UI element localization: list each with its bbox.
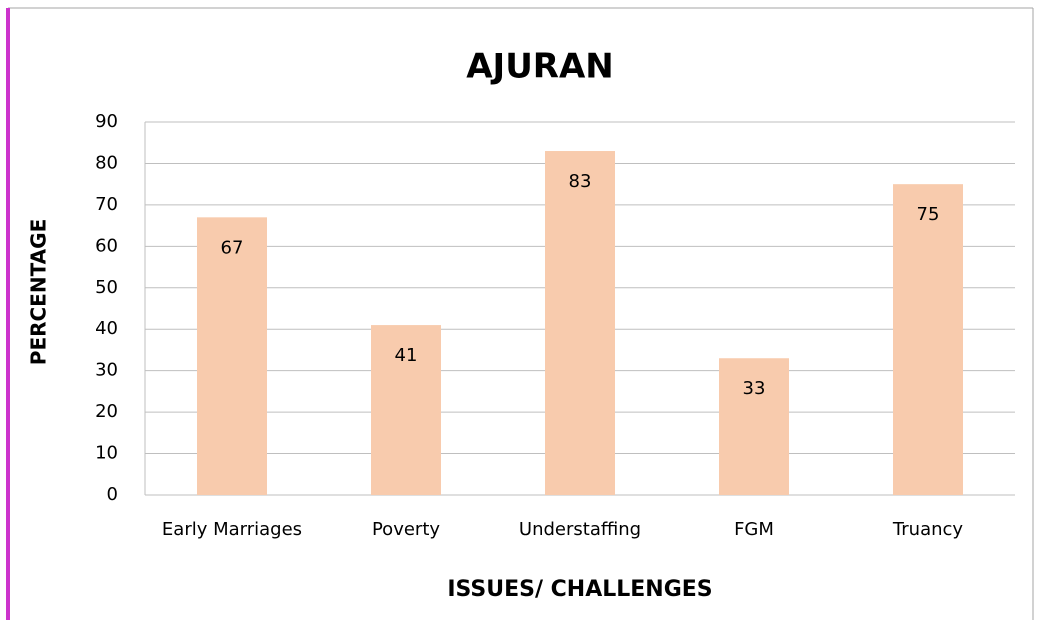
y-tick-label: 80 xyxy=(95,152,118,173)
x-tick-label: Understaffing xyxy=(519,519,641,540)
y-tick-label: 90 xyxy=(95,111,118,132)
y-tick-label: 0 xyxy=(107,484,118,505)
x-tick-label: Truancy xyxy=(892,519,963,540)
y-tick-label: 30 xyxy=(95,360,118,381)
y-tick-label: 50 xyxy=(95,277,118,298)
x-tick-label: Early Marriages xyxy=(162,519,302,540)
bar xyxy=(197,217,267,496)
data-label: 33 xyxy=(743,378,766,399)
y-tick-label: 20 xyxy=(95,401,118,422)
x-tick-label: FGM xyxy=(734,519,774,540)
bar xyxy=(893,184,963,495)
bar xyxy=(719,358,789,495)
bar xyxy=(371,325,441,495)
bar xyxy=(545,151,615,495)
data-label: 67 xyxy=(221,237,244,258)
y-tick-label: 40 xyxy=(95,318,118,339)
y-tick-label: 10 xyxy=(95,443,118,464)
data-label: 41 xyxy=(395,345,418,366)
y-tick-label: 70 xyxy=(95,194,118,215)
chart-title: AJURAN xyxy=(466,47,614,87)
y-axis-label: PERCENTAGE xyxy=(27,219,51,365)
data-label: 75 xyxy=(917,204,940,225)
x-axis-label: ISSUES/ CHALLENGES xyxy=(447,577,712,602)
y-tick-label: 60 xyxy=(95,235,118,256)
data-label: 83 xyxy=(569,171,592,192)
x-tick-label: Poverty xyxy=(372,519,440,540)
